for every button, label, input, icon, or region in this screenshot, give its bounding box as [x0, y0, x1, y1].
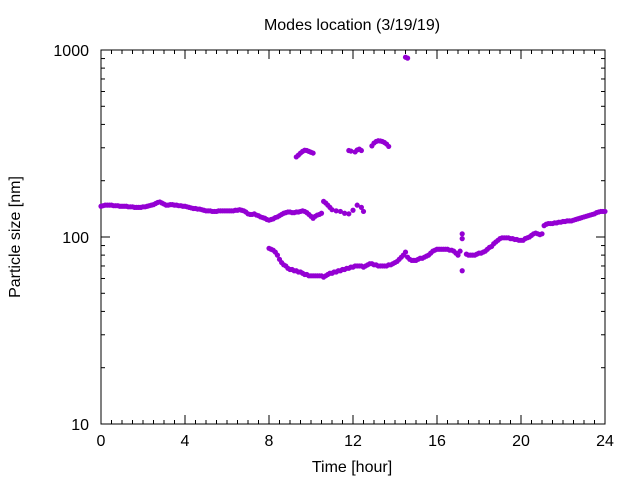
x-tick-label: 0	[97, 433, 106, 450]
data-point	[457, 248, 463, 254]
data-point	[358, 147, 364, 154]
y-tick-labels: 10 100 1000	[53, 43, 89, 434]
x-tick-label: 20	[512, 433, 530, 450]
y-tick-label: 100	[62, 230, 89, 247]
data-point	[318, 210, 325, 216]
x-tick-labels: 0 4 8 12 16 20 24	[97, 433, 614, 450]
data-point	[346, 211, 352, 217]
data-point	[386, 143, 392, 150]
axis-ticks	[100, 49, 606, 425]
data-point	[342, 210, 348, 216]
chart-title: Modes location (3/19/19)	[264, 17, 440, 34]
data-point	[405, 55, 411, 61]
data-point	[358, 204, 364, 210]
data-points	[98, 54, 608, 280]
y-axis-label: Particle size [nm]	[7, 176, 24, 298]
x-tick-label: 4	[181, 433, 190, 450]
data-point	[329, 207, 335, 213]
data-point	[455, 252, 461, 258]
y-tick-label: 1000	[53, 43, 89, 60]
x-axis-label: Time [hour]	[312, 459, 392, 476]
data-point	[402, 249, 409, 255]
data-point	[459, 236, 465, 242]
data-point	[274, 252, 280, 258]
data-point	[459, 231, 465, 237]
x-tick-label: 16	[428, 433, 446, 450]
x-tick-label: 24	[596, 433, 614, 450]
data-point	[459, 268, 465, 274]
x-tick-label: 12	[344, 433, 362, 450]
data-point	[333, 208, 339, 214]
data-point	[354, 202, 360, 208]
y-tick-label: 10	[71, 417, 89, 434]
data-point	[539, 231, 545, 237]
data-point	[310, 150, 316, 156]
x-tick-label: 8	[265, 433, 274, 450]
data-point	[360, 208, 367, 215]
data-point	[348, 148, 354, 154]
data-point	[337, 208, 343, 215]
data-point	[602, 208, 608, 215]
data-point	[350, 207, 356, 213]
